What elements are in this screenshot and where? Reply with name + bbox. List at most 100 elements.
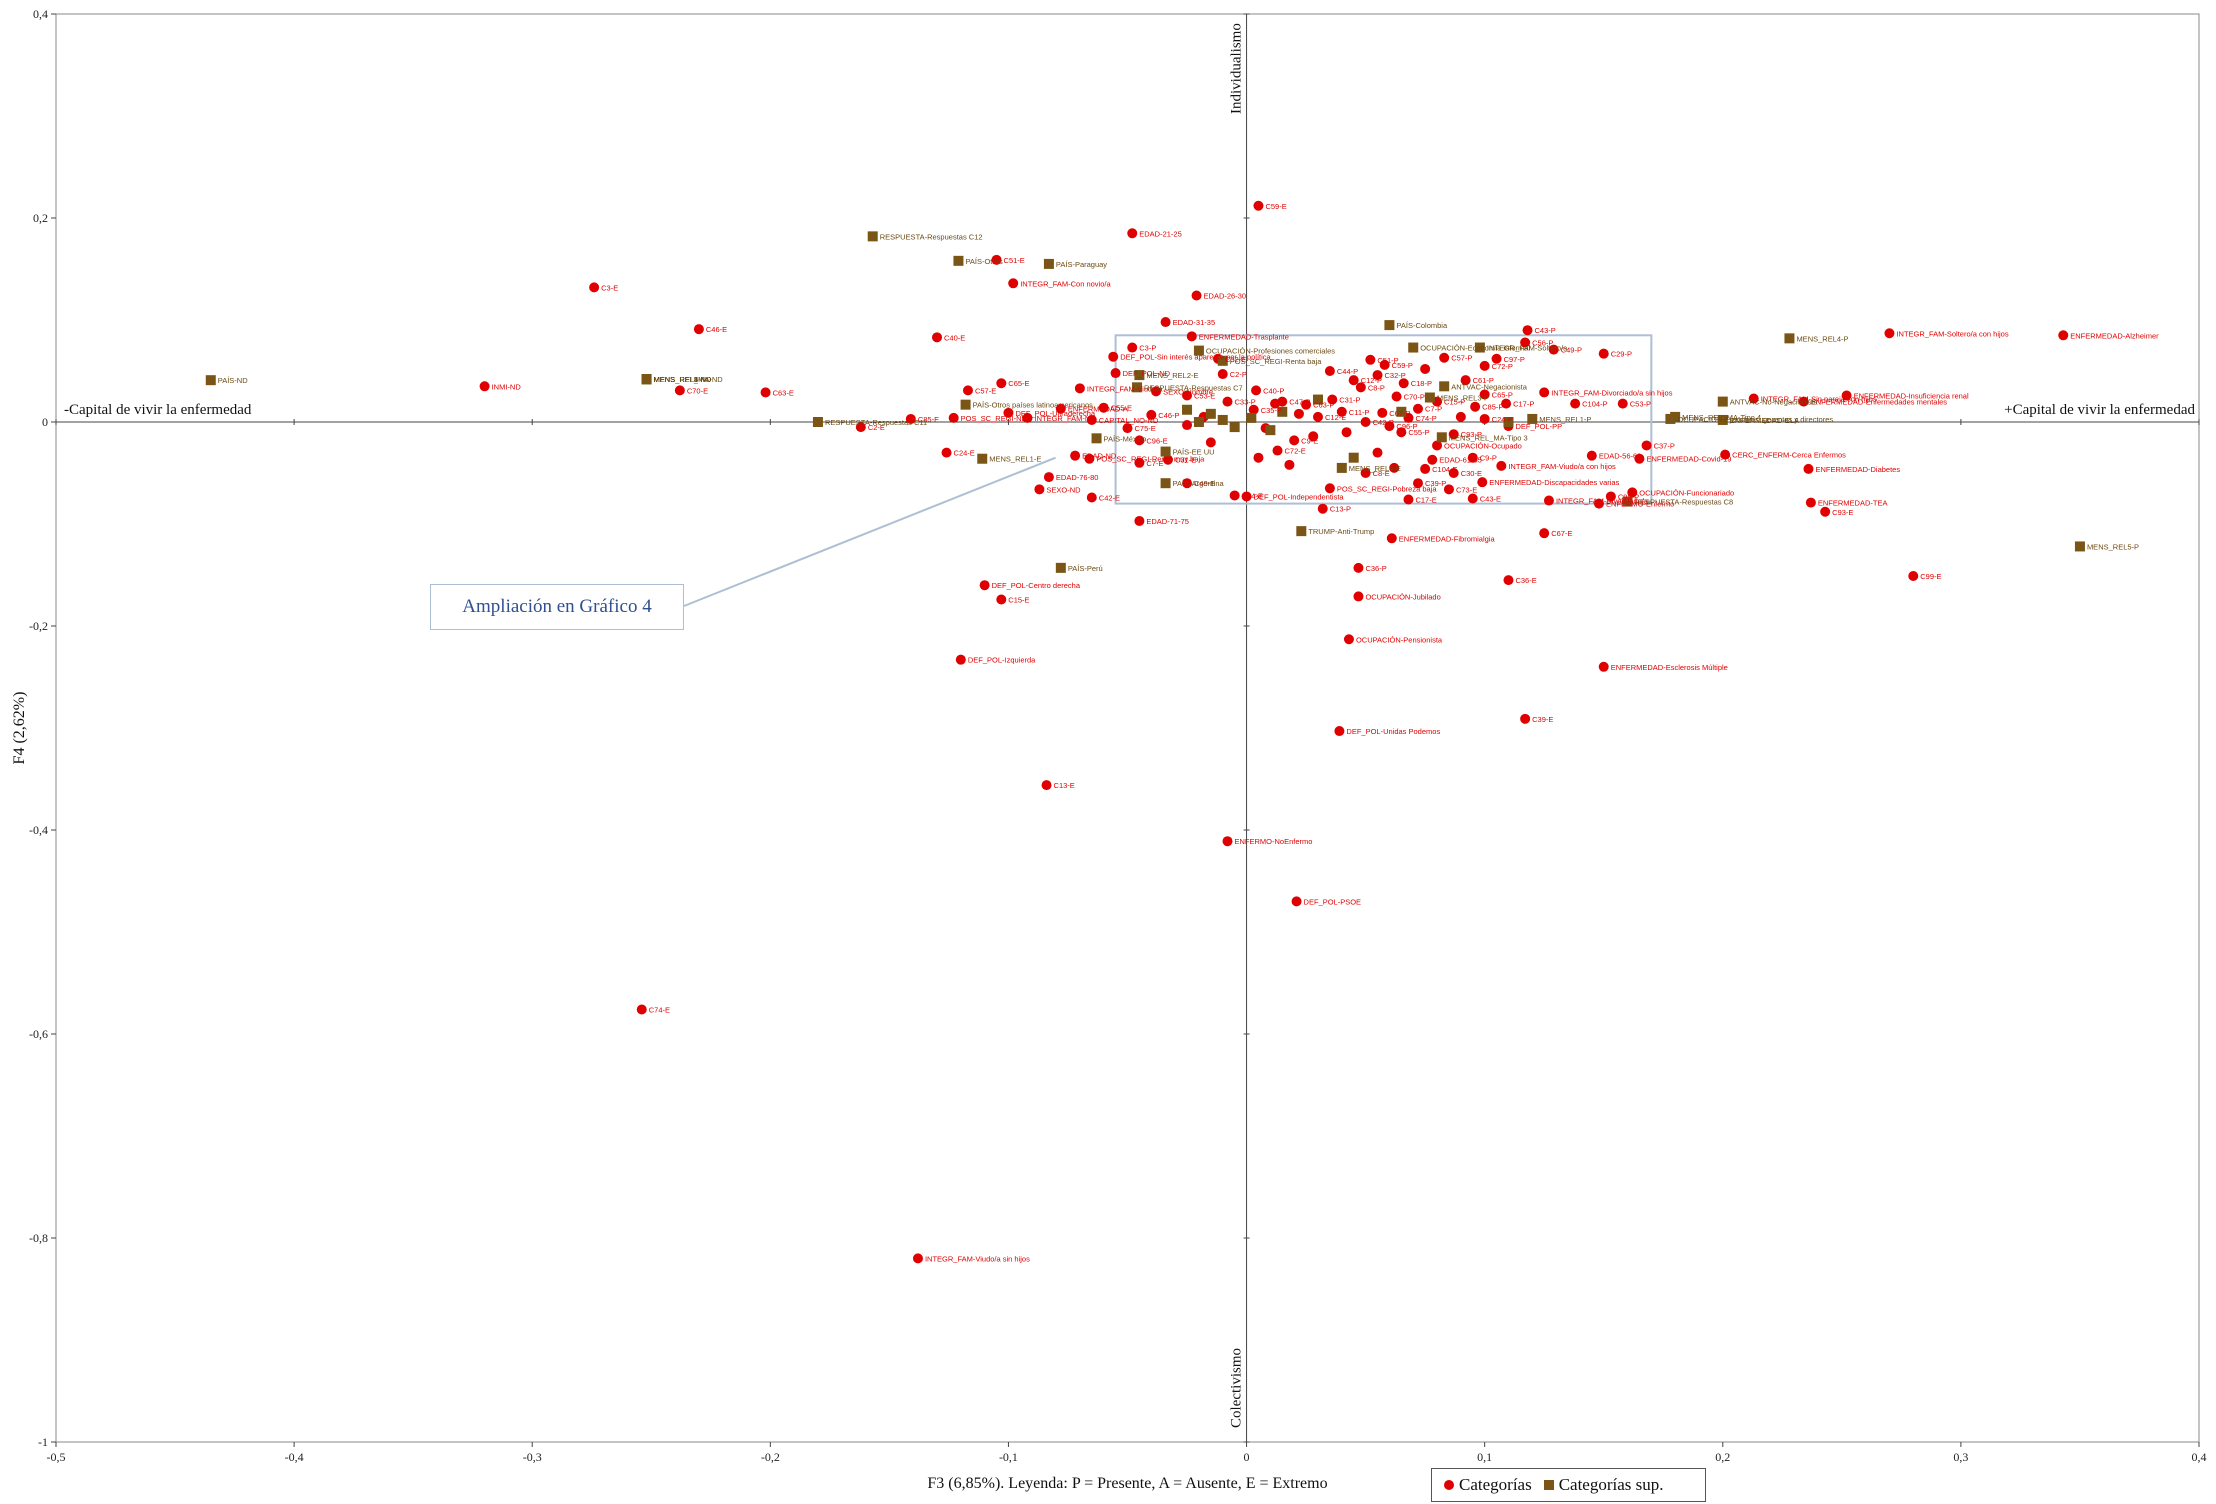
point-label: C18-P [1411, 379, 1432, 388]
point-label: POS_SC_REGI-ND [961, 414, 1028, 423]
supplementary-point [1205, 408, 1216, 419]
category-point [1605, 491, 1616, 502]
point-label: C61-P [1473, 376, 1494, 385]
point-label: PAÍS-Perú [1068, 564, 1103, 573]
point-label: C43-P [1535, 326, 1556, 335]
point-label: MENS_REL1-E [989, 455, 1041, 464]
category-point [1841, 390, 1852, 401]
x-tick-label: 0,2 [1715, 1450, 1730, 1464]
category-point [1420, 363, 1431, 374]
point-label: C24-P [1492, 415, 1513, 424]
category-point [479, 381, 490, 392]
category-point [1460, 375, 1471, 386]
point-label: C30-E [1461, 469, 1482, 478]
category-point [1160, 317, 1171, 328]
category-point [1336, 406, 1347, 417]
point-label: C40-P [1263, 386, 1284, 395]
supplementary-point [641, 374, 652, 385]
category-point [1522, 325, 1533, 336]
category-point [1008, 278, 1019, 289]
category-point [1598, 661, 1609, 672]
category-point [1205, 437, 1216, 448]
category-point [1520, 337, 1531, 348]
category-point [1108, 351, 1119, 362]
category-point [1398, 378, 1409, 389]
category-point [1479, 413, 1490, 424]
category-point [693, 324, 704, 335]
point-label: C93-E [1832, 508, 1853, 517]
point-label: INTEGR_FAM-Con novio/a [1020, 279, 1111, 288]
category-point [1820, 506, 1831, 517]
category-point [1134, 457, 1145, 468]
point-label: ANTVAC-No-Negacionista [1730, 398, 1819, 407]
category-point [1134, 435, 1145, 446]
point-label: C12-E [1325, 413, 1346, 422]
category-point [955, 654, 966, 665]
point-label: C57-E [975, 386, 996, 395]
category-point [1412, 478, 1423, 489]
point-label: ENFERMEDAD-Covid-19 [1646, 455, 1731, 464]
point-label: C29-P [1611, 350, 1632, 359]
supplementary-point [1043, 258, 1054, 269]
category-point [589, 282, 600, 293]
supplementary-point [1229, 422, 1240, 433]
supplementary-point [1217, 355, 1228, 366]
category-point [1293, 408, 1304, 419]
category-point [1443, 484, 1454, 495]
point-label: C46-P [1158, 411, 1179, 420]
category-point [1477, 477, 1488, 488]
point-label: ENFERMEDAD-Discapacidades varias [1489, 478, 1619, 487]
category-point [1327, 394, 1338, 405]
point-label: OCUPACIÓN-Profesiones comerciales [1206, 347, 1335, 356]
point-label: C37-P [1654, 441, 1675, 450]
point-label: RESPUESTA-Respuestas C8 [1635, 498, 1734, 507]
category-point [1043, 472, 1054, 483]
supplementary-point [1439, 381, 1450, 392]
category-point [962, 385, 973, 396]
supplementary-point [1246, 412, 1257, 423]
point-label: MENS_REL4-E [1349, 464, 1401, 473]
category-point [1324, 483, 1335, 494]
point-label: C73-E [1456, 485, 1477, 494]
point-label: DEF_POL-Centro derecha [992, 581, 1081, 590]
x-tick-label: 0,3 [1953, 1450, 1968, 1464]
point-label: RESPUESTA-Respuestas C11 [825, 418, 927, 427]
point-label: EDAD-56-60 [1599, 452, 1642, 461]
category-point [1348, 375, 1359, 386]
category-point [1520, 713, 1531, 724]
x-axis-title: F3 (6,85%). Leyenda: P = Presente, A = A… [927, 1475, 1327, 1492]
point-label: MENS_REL_MA-ND [654, 375, 724, 384]
supplementary-point [1474, 342, 1485, 353]
point-label: C74-E [649, 1006, 670, 1015]
legend-label: Categorías sup. [1558, 1475, 1664, 1494]
point-label: EDAD-21-25 [1139, 229, 1182, 238]
point-label: C13-P [1330, 505, 1351, 514]
category-point [1182, 390, 1193, 401]
x-tick-label: 0,1 [1477, 1450, 1492, 1464]
x-tick-label: -0,2 [761, 1450, 780, 1464]
category-point [1503, 575, 1514, 586]
supplementary-point [1665, 413, 1676, 424]
point-label: ENFERMEDAD-Alzheimer [2070, 331, 2159, 340]
zoom-box [1114, 334, 1653, 505]
point-label: TRUMP-Anti-Trump [1308, 527, 1374, 536]
category-point [1384, 421, 1395, 432]
category-point [1467, 493, 1478, 504]
category-point [1222, 836, 1233, 847]
point-label: C7-P [1425, 405, 1442, 414]
point-label: MENS_REL_MA-Tipo 4 [1682, 413, 1761, 422]
point-label: C3-P [1139, 344, 1156, 353]
point-label: INTEGR_FAM-Divorciado/a [1556, 497, 1649, 506]
supplementary-point [1384, 320, 1395, 331]
x-tick-label: -0,5 [47, 1450, 66, 1464]
point-label: MENS_REL5-ND [654, 375, 713, 384]
supplementary-point [1265, 425, 1276, 436]
point-label: C55-E [1111, 404, 1132, 413]
category-point [1084, 453, 1095, 464]
point-label: POS_SC_REGI-Pobreza baja [1337, 484, 1437, 493]
category-point [1501, 398, 1512, 409]
category-point [1191, 290, 1202, 301]
category-point [674, 385, 685, 396]
data-points [205, 200, 2085, 1264]
category-point [1496, 460, 1507, 471]
